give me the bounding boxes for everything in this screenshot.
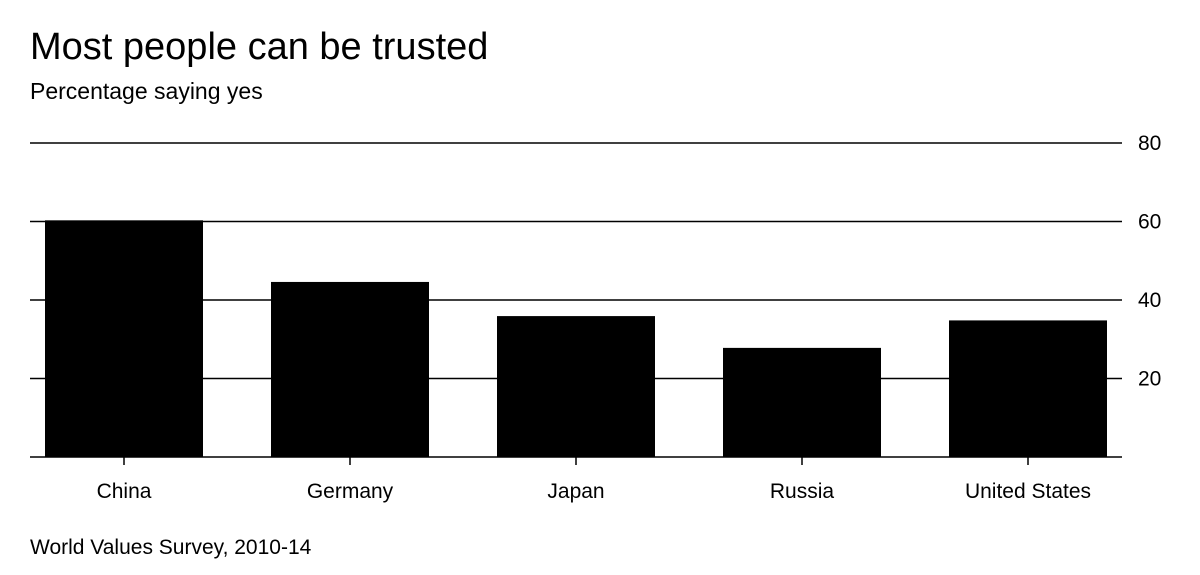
- bar-china: [45, 220, 203, 457]
- chart-subtitle: Percentage saying yes: [30, 78, 263, 104]
- bar-japan: [497, 316, 655, 457]
- x-tick-label: China: [97, 480, 152, 503]
- x-tick-label: Germany: [307, 480, 394, 503]
- y-tick-label: 20: [1138, 368, 1161, 391]
- x-tick-label: Russia: [770, 480, 835, 503]
- source-note: World Values Survey, 2010-14: [30, 536, 312, 559]
- axes: 20 40 60 80 China Germany Japan Russia United St…: [30, 132, 1161, 503]
- bar-united-states: [949, 320, 1107, 457]
- x-tick-label: Japan: [547, 480, 604, 503]
- bar-russia: [723, 347, 881, 457]
- y-tick-label: 80: [1138, 132, 1161, 155]
- bar-germany: [271, 281, 429, 457]
- bars: [45, 220, 1107, 457]
- chart-title: Most people can be trusted: [30, 26, 489, 68]
- y-tick-label: 40: [1138, 289, 1161, 312]
- x-tick-label: United States: [965, 480, 1091, 503]
- y-tick-label: 60: [1138, 211, 1161, 234]
